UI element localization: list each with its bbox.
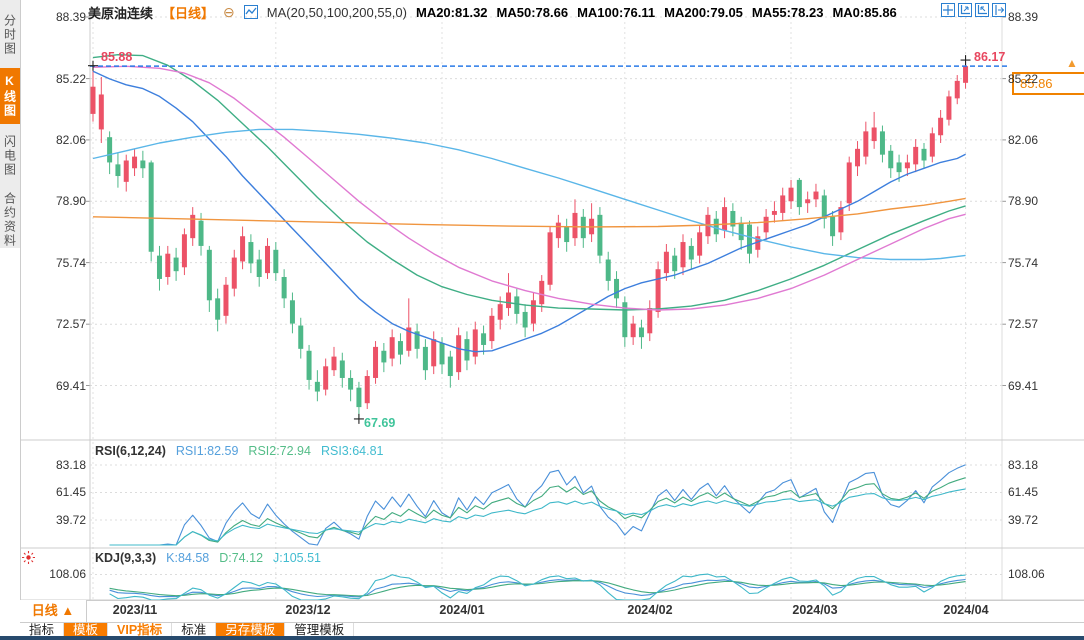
- ma-indicator-label[interactable]: MA(20,50,100,200,55,0): [266, 4, 407, 20]
- rsi-pane-header: RSI(6,12,24) RSI1:82.59 RSI2:72.94 RSI3:…: [95, 444, 384, 458]
- rsi-title[interactable]: RSI(6,12,24): [95, 444, 166, 458]
- kdj-axis-label-right: 108.06: [1008, 567, 1045, 582]
- period-select-button[interactable]: 日线 ▲: [20, 600, 87, 623]
- pan-right-icon[interactable]: [992, 3, 1006, 17]
- price-axis-label-left: 85.22: [55, 71, 86, 86]
- kdj-axis-label-left: 108.06: [49, 567, 86, 582]
- price-axis-label-left: 88.39: [55, 10, 86, 24]
- period-tag[interactable]: 【日线】: [162, 5, 215, 21]
- chart-type-icon[interactable]: [243, 5, 258, 19]
- ma100-value: MA100:76.11: [577, 4, 656, 20]
- collapse-indicator-icon[interactable]: ⊖: [223, 4, 235, 20]
- x-axis-month-label: 2023/12: [285, 603, 331, 617]
- bottom-tab-bar: 指标 模板 VIP指标 标准 另存模板 管理模板: [20, 622, 1084, 637]
- x-axis-month-label: 2023/11: [112, 603, 158, 617]
- kdj-d-value: D:74.12: [219, 551, 264, 565]
- ma55-value: MA55:78.23: [751, 4, 824, 20]
- kdj-title[interactable]: KDJ(9,3,3): [95, 551, 157, 565]
- zoom-vertical-icon[interactable]: [958, 3, 972, 17]
- price-axis-label-right: 85.22: [1008, 71, 1039, 86]
- x-axis-month-label: 2024/03: [792, 603, 838, 617]
- kdj-k-value: K:84.58: [166, 551, 210, 565]
- rsi-axis-label-left: 61.45: [55, 485, 86, 500]
- price-axis-label-left: 82.06: [55, 132, 86, 147]
- price-axis-label-left: 78.90: [55, 194, 86, 209]
- rsi1-value: RSI1:82.59: [175, 444, 239, 458]
- sidebar-item-contract-info[interactable]: 合约资料: [2, 192, 17, 248]
- price-axis-label-right: 69.41: [1008, 378, 1039, 393]
- bottom-tab[interactable]: 标准: [172, 623, 217, 637]
- rsi-axis-label-left: 39.72: [55, 513, 86, 527]
- bottom-tab[interactable]: 管理模板: [285, 623, 355, 637]
- end-high-annotation: 86.17: [974, 50, 1006, 64]
- bottom-tab[interactable]: 指标: [20, 623, 65, 637]
- start-high-annotation: 85.88: [101, 50, 133, 64]
- rsi-axis-label-right: 83.18: [1008, 457, 1039, 472]
- kdj-j-value: J:105.51: [273, 551, 321, 565]
- x-axis-strip: [20, 600, 1084, 623]
- sidebar-item-time-chart[interactable]: 分时图: [2, 14, 17, 56]
- low-annotation: 67.69: [364, 416, 396, 430]
- sidebar-item-kline-chart[interactable]: K线图: [0, 68, 20, 124]
- price-up-arrow-icon: ▲: [1066, 56, 1078, 70]
- chart-toolbar: [941, 3, 1006, 17]
- indicator-settings-icon[interactable]: [21, 550, 36, 565]
- symbol-name: 美原油连续: [88, 5, 154, 21]
- crosshair-icon[interactable]: [941, 3, 955, 17]
- price-axis-label-right: 88.39: [1008, 10, 1039, 24]
- x-axis-month-label: 2024/02: [627, 603, 673, 617]
- ma50-value: MA50:78.66: [496, 4, 569, 20]
- bottom-tab[interactable]: 模板: [64, 623, 109, 637]
- rsi2-value: RSI2:72.94: [248, 444, 311, 458]
- ma200-value: MA200:79.05: [664, 4, 743, 20]
- rsi-axis-label-right: 39.72: [1008, 513, 1039, 527]
- rsi-axis-label-right: 61.45: [1008, 485, 1039, 500]
- chart-header: 美原油连续 【日线】 ⊖ MA(20,50,100,200,55,0) MA20…: [88, 3, 897, 21]
- kdj-pane-header: KDJ(9,3,3) K:84.58 D:74.12 J:105.51: [95, 551, 321, 565]
- sidebar-item-flash-chart[interactable]: 闪电图: [2, 135, 17, 177]
- status-bar: [0, 636, 1084, 640]
- rsi-axis-label-left: 83.18: [55, 457, 86, 472]
- price-axis-label-left: 69.41: [55, 378, 86, 393]
- current-price-tag: 85.86: [1012, 72, 1084, 95]
- price-axis-label-right: 82.06: [1008, 132, 1039, 147]
- price-axis-label-left: 72.57: [55, 317, 86, 332]
- zoom-horizontal-icon[interactable]: [975, 3, 989, 17]
- price-axis-label-right: 72.57: [1008, 317, 1039, 332]
- ma20-value: MA20:81.32: [415, 4, 488, 20]
- bottom-tab[interactable]: 另存模板: [216, 623, 286, 637]
- ma0-value: MA0:85.86: [832, 4, 897, 20]
- x-axis-month-label: 2024/04: [943, 603, 989, 617]
- rsi3-value: RSI3:64.81: [320, 444, 384, 458]
- bottom-tab[interactable]: VIP指标: [108, 623, 173, 637]
- price-axis-label-right: 78.90: [1008, 194, 1039, 209]
- left-sidebar: 分时图 K线图 闪电图 合约资料: [0, 0, 21, 640]
- price-axis-label-right: 75.74: [1008, 255, 1039, 270]
- price-axis-label-left: 75.74: [55, 255, 86, 270]
- x-axis-month-label: 2024/01: [439, 603, 485, 617]
- sidebar-background: [0, 0, 20, 248]
